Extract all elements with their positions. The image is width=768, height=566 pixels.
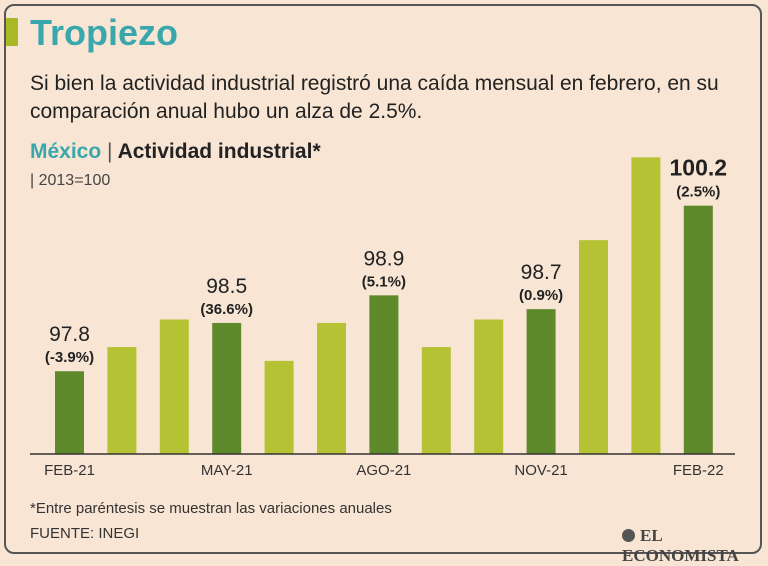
page-title: Tropiezo [30,12,179,53]
page-subtitle: Si bien la actividad industrial registró… [30,72,719,123]
x-tick-label-6: AGO-21 [356,462,411,479]
brand-name: EL ECONOMISTA [622,526,739,565]
source-note: FUENTE: INEGI [30,525,140,542]
x-tick-label-12: FEB-22 [673,462,724,479]
bar-9 [526,309,556,454]
change-label-6: (5.1%) [362,273,406,290]
bar-2 [159,319,189,454]
chart-title-country: México [30,140,102,163]
chart-base-note: | 2013=100 [30,172,111,189]
brand-logo: EL ECONOMISTA [622,526,768,566]
bar-8 [474,319,504,454]
x-tick-label-3: MAY-21 [201,462,253,479]
bar-6 [369,295,399,454]
bar-4 [264,360,294,454]
change-label-0: (-3.9%) [45,349,94,366]
chart-title-indicator: Actividad industrial* [117,140,321,163]
change-label-3: (36.6%) [200,301,253,318]
chart-title: México | Actividad industrial* [30,140,321,164]
footnote: *Entre paréntesis se muestran las variac… [30,500,392,517]
x-tick-label-9: NOV-21 [514,462,567,479]
value-label-6: 98.9 [363,247,404,270]
x-tick-label-0: FEB-21 [44,462,95,479]
bar-3 [212,322,242,454]
title-accent-bar [6,18,18,46]
chart-title-separator: | [107,140,113,163]
bar-11 [631,157,661,454]
bar-12 [683,205,713,454]
brand-dot-icon [622,529,635,542]
bar-10 [579,240,608,454]
value-label-3: 98.5 [206,275,247,298]
change-label-12: (2.5%) [676,184,720,201]
value-label-12: 100.2 [670,155,728,181]
value-label-9: 98.7 [521,261,562,284]
bar-0 [55,371,84,454]
change-label-9: (0.9%) [519,287,563,304]
bar-1 [107,347,137,454]
bar-5 [317,322,346,454]
bar-7 [421,347,451,454]
value-label-0: 97.8 [49,323,90,346]
